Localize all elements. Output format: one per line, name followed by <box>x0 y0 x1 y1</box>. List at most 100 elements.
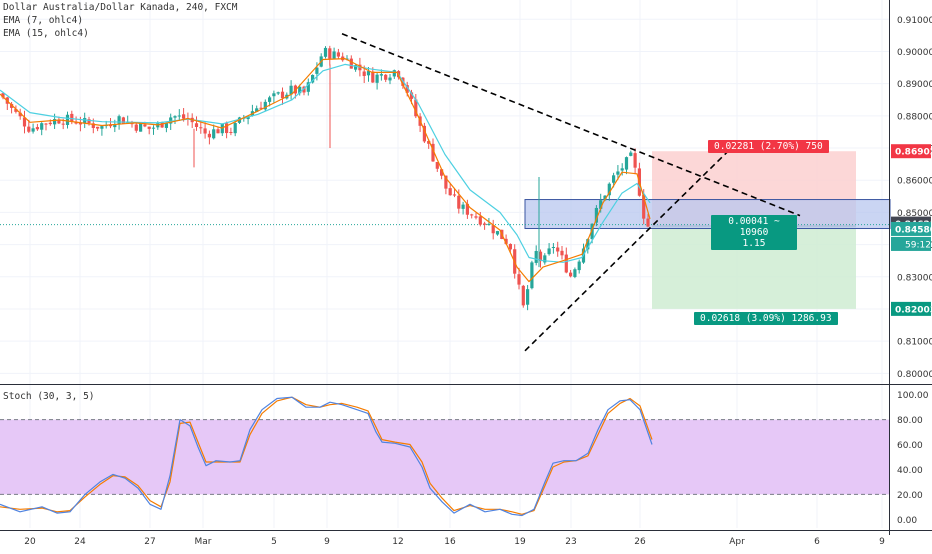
candle-body <box>427 140 431 144</box>
candle-body <box>113 124 117 128</box>
time-tick-label: 9 <box>879 537 885 547</box>
candle-body <box>560 250 564 256</box>
risk-reward-line-2: 1.15 <box>742 238 766 249</box>
candle-body <box>83 117 87 124</box>
candle-body <box>422 125 426 142</box>
ema-slow-line <box>0 63 651 263</box>
candle-body <box>70 113 74 122</box>
candle-body <box>40 123 44 130</box>
time-tick-label: 27 <box>144 537 155 547</box>
stoch-legend: Stoch (30, 3, 5) <box>3 391 95 402</box>
candle-body <box>362 71 366 76</box>
candle-body <box>298 86 302 94</box>
candle-body <box>354 65 358 70</box>
candle-body <box>646 218 650 227</box>
candle-body <box>530 262 534 289</box>
candle-body <box>289 85 293 95</box>
candle-body <box>508 243 512 250</box>
candle-body <box>440 169 444 176</box>
candle-body <box>199 127 203 129</box>
candle-body <box>177 115 181 117</box>
candle-body <box>268 97 272 102</box>
candle-body <box>336 52 340 57</box>
candle-body <box>543 255 547 263</box>
stoch-d-line <box>0 396 653 515</box>
time-tick-label: 9 <box>324 537 330 547</box>
time-tick-label: 12 <box>392 537 403 547</box>
candle-body <box>517 274 521 285</box>
candle-body <box>491 225 495 234</box>
candle-body <box>444 175 448 189</box>
time-tick-label: 5 <box>271 537 277 547</box>
candle-body <box>65 114 70 125</box>
candle-body <box>255 108 259 112</box>
time-tick-label: 23 <box>565 537 576 547</box>
stop-price-tag-bg <box>891 144 931 159</box>
candle-body <box>624 157 629 170</box>
candle-body <box>117 116 121 124</box>
time-tick-label: 6 <box>814 537 820 547</box>
candle-body <box>203 128 207 134</box>
time-tick-label: 16 <box>444 537 456 547</box>
candle-body <box>599 200 603 209</box>
stoch-k-line <box>0 396 653 517</box>
candle-body <box>616 171 620 175</box>
price-tick-label: 0.88000 <box>897 112 932 122</box>
candle-body <box>169 117 173 124</box>
candle-body <box>526 289 530 305</box>
candle-body <box>409 92 414 99</box>
candle-body <box>435 161 439 169</box>
candle-body <box>276 92 280 94</box>
candle-body <box>216 129 220 134</box>
risk-reward-line-1: 0.00041 ~ 10960 <box>728 216 780 238</box>
countdown-bg <box>891 236 931 251</box>
candle-body <box>452 194 457 196</box>
candle-body <box>366 71 371 76</box>
stoch-band <box>0 419 889 495</box>
candle-body <box>629 152 633 156</box>
entry-price-tag-bg <box>891 221 931 236</box>
candle-body <box>470 214 474 216</box>
candle-body <box>371 71 375 83</box>
candle-body <box>27 126 31 132</box>
candle-body <box>31 128 35 132</box>
candle-body <box>620 168 624 171</box>
candle-body <box>173 116 177 118</box>
candle-body <box>78 122 82 125</box>
price-tick-label: 0.81000 <box>897 338 932 348</box>
candle-body <box>306 82 310 92</box>
candle-body <box>465 203 469 215</box>
candle-body <box>151 127 156 129</box>
ema-fast-legend: EMA (7, ohlc4) <box>3 15 84 26</box>
stoch-tick-label: 20.00 <box>897 491 923 501</box>
candle-body <box>573 269 577 277</box>
candle-body <box>384 74 388 80</box>
candle-body <box>461 204 465 209</box>
candle-body <box>1 93 5 98</box>
candle-body <box>487 223 491 226</box>
candle-body <box>495 231 500 235</box>
ema-slow-legend: EMA (15, ohlc4) <box>3 28 89 39</box>
candle-body <box>534 251 538 263</box>
candle-body <box>263 101 267 110</box>
stoch-tick-label: 60.00 <box>897 441 923 451</box>
candle-body <box>57 119 61 124</box>
candle-body <box>225 123 229 134</box>
candle-body <box>521 285 525 306</box>
candle-body <box>612 175 616 183</box>
candle-body <box>594 207 598 223</box>
candle-body <box>551 246 555 248</box>
candle-body <box>143 124 147 127</box>
candle-body <box>483 223 487 225</box>
price-tick-label: 0.86000 <box>897 177 932 187</box>
take-profit-label: 0.02618 (3.09%) 1286.93 <box>694 312 838 325</box>
candle-body <box>478 216 482 225</box>
candle-body <box>22 117 27 127</box>
candle-body <box>18 112 22 117</box>
chart-title: Dollar Australia/Dollar Kanada, 240, FXC… <box>3 2 238 13</box>
candle-body <box>61 123 65 125</box>
candle-body <box>207 133 211 138</box>
candle-body <box>139 123 143 132</box>
